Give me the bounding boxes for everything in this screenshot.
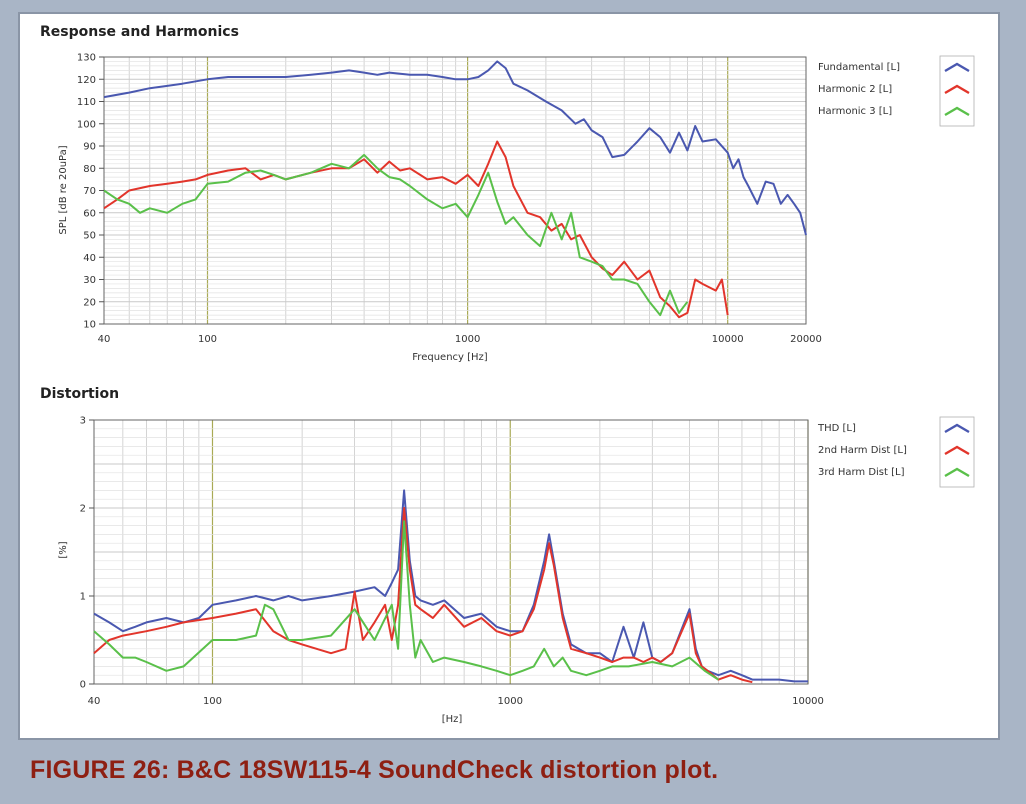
chart1-ylabel: SPL [dB re 20uPa]	[58, 145, 69, 234]
c1-xtick-label: 40	[98, 334, 111, 345]
c1-legend-swatch	[944, 84, 970, 95]
c2-ytick-label: 1	[80, 592, 86, 603]
chart2-title: Distortion	[40, 386, 119, 402]
c1-legend-box	[939, 55, 975, 127]
c1-ytick-label: 30	[83, 275, 96, 286]
c1-legend-label: Harmonic 2 [L]	[818, 84, 892, 95]
c2-series-1-line	[93, 507, 753, 684]
c2-series-0-line	[93, 489, 808, 683]
c1-ytick-label: 120	[77, 75, 96, 86]
c2-ytick-label: 2	[80, 504, 86, 515]
c1-ytick-label: 70	[83, 186, 96, 197]
c1-ytick-label: 50	[83, 231, 96, 242]
chart1-legend: Fundamental [L] Harmonic 2 [L] Harmonic 3 …	[818, 55, 975, 127]
c1-legend-swatch	[944, 62, 970, 73]
c1-ytick-label: 130	[77, 53, 96, 64]
c2-legend-box	[939, 416, 975, 488]
c1-xtick-label: 1000	[455, 334, 480, 345]
c1-ytick-label: 40	[83, 253, 96, 264]
c1-series-0-line	[103, 60, 807, 236]
c1-series-1-line	[103, 140, 729, 319]
chart2-tick-labels: 40 100 1000 10000 0 1 2 3	[80, 416, 824, 708]
chart2-plot-area	[93, 419, 809, 685]
c1-ytick-label: 110	[77, 97, 96, 108]
chart-panel	[18, 12, 1000, 740]
c2-series-2-line	[93, 520, 719, 681]
c2-xtick-label: 10000	[792, 696, 824, 707]
c1-xtick-label: 20000	[790, 334, 822, 345]
c1-ytick-label: 20	[83, 297, 96, 308]
c2-xtick-label: 1000	[498, 696, 523, 707]
chart2-series-group	[93, 489, 808, 684]
chart1-title: Response and Harmonics	[40, 24, 239, 40]
c1-ytick-label: 80	[83, 164, 96, 175]
c2-legend-label: 3rd Harm Dist [L]	[818, 467, 905, 478]
c1-xtick-label: 10000	[712, 334, 744, 345]
chart1-grid	[103, 56, 807, 325]
c2-xtick-label: 100	[203, 696, 222, 707]
c1-legend-label: Harmonic 3 [L]	[818, 106, 892, 117]
chart1-xlabel: Frequency [Hz]	[412, 352, 488, 363]
chart2-xlabel: [Hz]	[442, 714, 463, 725]
c1-ytick-label: 60	[83, 208, 96, 219]
chart2-ylabel: [%]	[58, 541, 69, 558]
chart2-grid	[93, 419, 809, 685]
c2-legend-swatch	[944, 467, 970, 478]
c2-legend-swatch	[944, 423, 970, 434]
figure-caption: FIGURE 26: B&C 18SW115-4 SoundCheck dist…	[30, 756, 719, 784]
c2-ytick-label: 0	[80, 680, 86, 691]
c1-legend-label: Fundamental [L]	[818, 62, 900, 73]
chart2-legend: THD [L] 2nd Harm Dist [L] 3rd Harm Dist [L…	[817, 416, 975, 488]
c1-series-2-line	[103, 153, 689, 317]
c2-legend-label: THD [L]	[817, 423, 856, 434]
c2-ytick-label: 3	[80, 416, 86, 427]
c2-xtick-label: 40	[88, 696, 101, 707]
c1-ytick-label: 100	[77, 119, 96, 130]
chart1-series-group	[103, 60, 807, 319]
c2-legend-swatch	[944, 445, 970, 456]
c1-ytick-label: 10	[83, 320, 96, 331]
c1-xtick-label: 100	[198, 334, 217, 345]
c1-legend-swatch	[944, 106, 970, 117]
c1-ytick-label: 90	[83, 142, 96, 153]
chart1-tick-labels: 40 100 1000 10000 20000 10 20 30 40 50 60 70 80 90 100…	[77, 53, 822, 346]
c2-legend-label: 2nd Harm Dist [L]	[818, 445, 907, 456]
